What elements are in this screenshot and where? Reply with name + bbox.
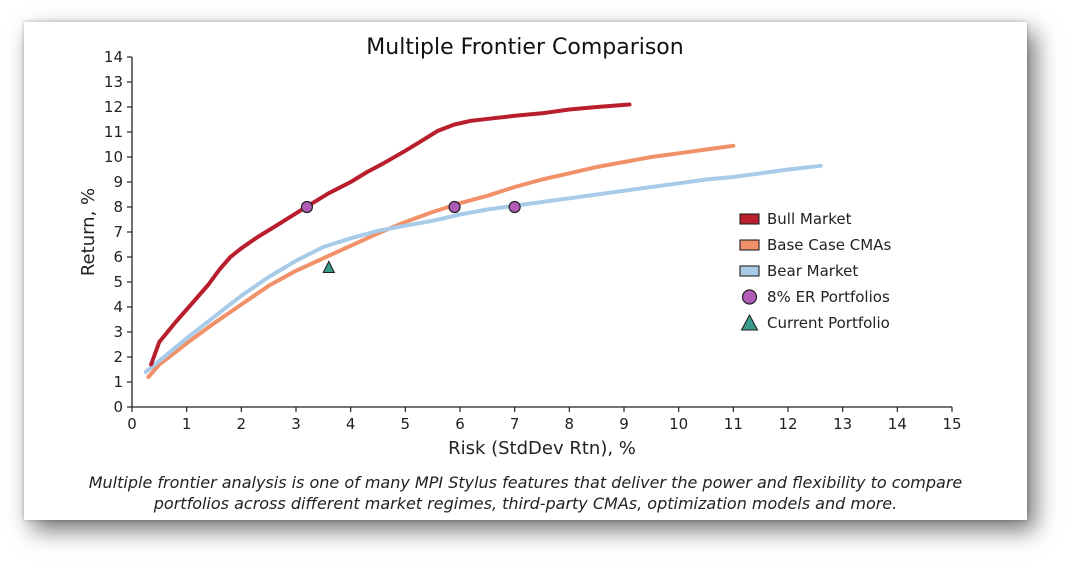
x-tick-label: 5 <box>401 415 411 433</box>
legend-swatch-base-case-cmas <box>739 239 760 251</box>
x-tick-label: 6 <box>455 415 465 433</box>
x-tick-label: 7 <box>510 415 520 433</box>
caption-line-2: portfolios across different market regim… <box>153 494 898 513</box>
marker-current-portfolio <box>322 260 336 274</box>
legend-swatch-8-er-portfolios <box>741 289 758 305</box>
x-tick-label: 12 <box>778 415 797 433</box>
y-tick-label: 0 <box>113 398 123 416</box>
y-tick-label: 5 <box>113 273 123 291</box>
y-tick-label: 8 <box>113 198 123 216</box>
y-tick-label: 1 <box>113 373 123 391</box>
x-tick-label: 14 <box>888 415 907 433</box>
x-tick-label: 8 <box>565 415 575 433</box>
caption-line-1: Multiple frontier analysis is one of man… <box>88 473 963 492</box>
marker-8-er-portfolios <box>448 200 461 214</box>
y-tick-label: 7 <box>113 223 123 241</box>
marker-8-er-portfolios <box>300 200 314 214</box>
y-tick-label: 6 <box>113 248 123 266</box>
legend-swatch-bear-market <box>739 265 760 277</box>
x-tick-label: 15 <box>942 415 961 433</box>
y-tick-label: 13 <box>104 73 123 91</box>
series-line-bear-market <box>143 163 823 374</box>
x-tick-label: 3 <box>291 415 301 433</box>
legend-label-current-portfolio: Current Portfolio <box>767 314 890 332</box>
chart-card: Multiple Frontier Comparison 0 1 2 3 4 5 6 7 8 9 10… <box>24 22 1027 520</box>
series-line-bull-market <box>149 102 632 367</box>
y-tick-label: 11 <box>104 123 123 141</box>
x-tick-label: 9 <box>619 415 629 433</box>
y-tick-label: 3 <box>113 323 123 341</box>
x-tick-label: 0 <box>127 415 137 433</box>
x-tick-label: 11 <box>724 415 743 433</box>
x-tick-label: 4 <box>346 415 356 433</box>
y-axis-label: Return, % <box>78 188 99 276</box>
legend-label-8-er-portfolios: 8% ER Portfolios <box>767 288 890 306</box>
legend-label-bear-market: Bear Market <box>767 262 858 280</box>
legend-swatch-bull-market <box>739 213 760 225</box>
x-tick-label: 13 <box>833 415 852 433</box>
series-line-base-case-cmas <box>146 143 736 379</box>
legend-label-base-case-cmas: Base Case CMAs <box>767 236 891 254</box>
chart-title: Multiple Frontier Comparison <box>366 35 683 60</box>
x-axis-label: Risk (StdDev Rtn), % <box>448 438 636 459</box>
legend-swatch-current-portfolio <box>740 313 759 331</box>
y-tick-label: 9 <box>113 173 123 191</box>
x-tick-label: 2 <box>237 415 247 433</box>
x-tick-label: 1 <box>182 415 192 433</box>
y-tick-label: 2 <box>113 348 123 366</box>
y-tick-label: 12 <box>104 98 123 116</box>
y-tick-label: 14 <box>104 48 123 66</box>
x-tick-label: 10 <box>669 415 688 433</box>
chart-caption: Multiple frontier analysis is one of man… <box>24 472 1027 514</box>
marker-8-er-portfolios <box>508 200 521 214</box>
y-tick-label: 4 <box>113 298 123 316</box>
legend-label-bull-market: Bull Market <box>767 210 852 228</box>
y-tick-label: 10 <box>104 148 123 166</box>
